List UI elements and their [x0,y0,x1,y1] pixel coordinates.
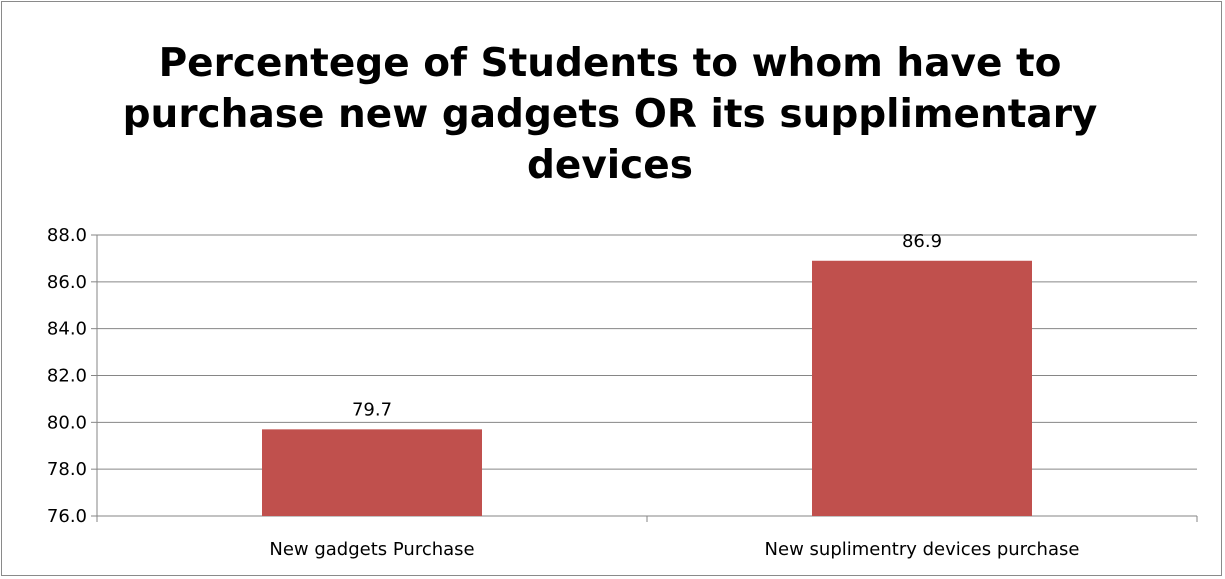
y-tick-label: 80.0 [47,412,87,433]
x-category-label: New gadgets Purchase [269,539,474,560]
data-label: 79.7 [352,399,392,420]
y-tick-label: 88.0 [47,225,87,246]
bar [812,260,1032,516]
x-category-label: New suplimentry devices purchase [765,539,1080,560]
y-tick-label: 82.0 [47,366,87,387]
y-tick-label: 86.0 [47,272,87,293]
y-tick-label: 78.0 [47,459,87,480]
y-tick-label: 76.0 [47,506,87,527]
bar [262,429,482,516]
data-label: 86.9 [902,231,942,252]
chart-title: Percentege of Students to whom have to p… [122,41,1098,188]
y-tick-label: 84.0 [47,319,87,340]
